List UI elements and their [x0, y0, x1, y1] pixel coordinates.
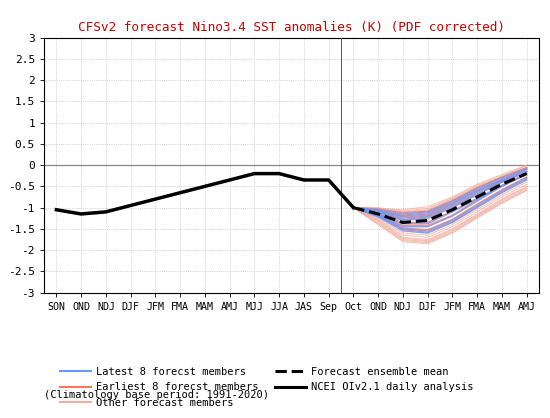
Legend: Latest 8 forecst members, Earliest 8 forecst members, Other forecast members, Fo: Latest 8 forecst members, Earliest 8 for… [60, 367, 474, 408]
Title: CFSv2 forecast Nino3.4 SST anomalies (K) (PDF corrected): CFSv2 forecast Nino3.4 SST anomalies (K)… [78, 20, 505, 34]
Text: (Climatology base period: 1991-2020): (Climatology base period: 1991-2020) [44, 390, 269, 400]
